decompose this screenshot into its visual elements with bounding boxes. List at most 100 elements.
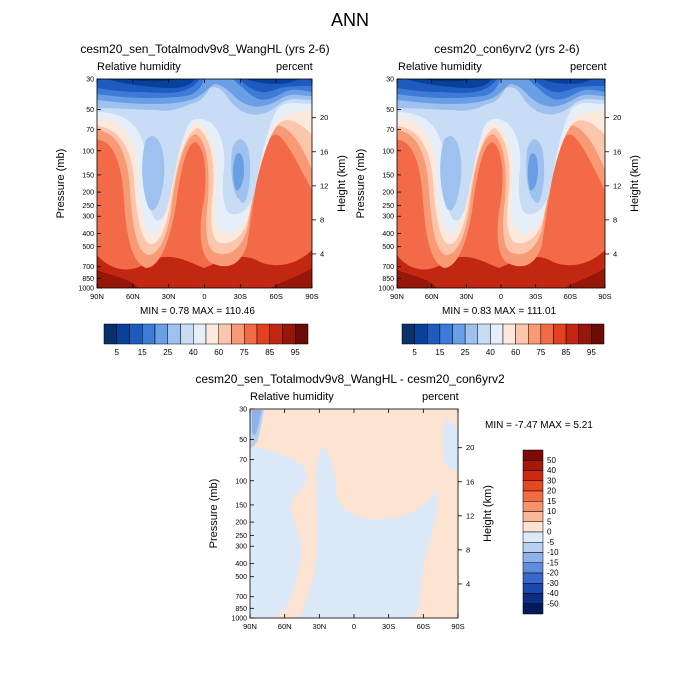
colorbar-swatch (553, 323, 567, 345)
y-tick-label: 400 (382, 231, 394, 238)
x-tick-label: 60N (126, 292, 140, 301)
y2-tick-label: 8 (613, 215, 617, 224)
x-tick-label: 60S (269, 292, 282, 301)
colorbar-swatch (129, 323, 143, 345)
colorbar-swatch (522, 603, 544, 615)
colorbar-swatch (439, 323, 453, 345)
x-tick-label: 60S (564, 292, 577, 301)
x-tick-label: 90N (243, 622, 257, 631)
panel-1-variable-label: Relative humidity (97, 61, 181, 73)
colorbar-label: 15 (435, 348, 444, 357)
colorbar-swatch (522, 511, 544, 522)
y2-tick-label: 12 (466, 511, 474, 520)
x-tick-label: 90S (598, 292, 611, 301)
colorbar-swatch (142, 323, 156, 345)
colorbar-label: 10 (547, 507, 556, 516)
colorbar-swatch (522, 593, 544, 604)
colorbar-label: 75 (536, 348, 545, 357)
colorbar-label: 75 (240, 348, 249, 357)
y2-tick-label: 8 (466, 545, 470, 554)
colorbar-label: -40 (547, 589, 559, 598)
y-tick-label: 850 (235, 606, 247, 613)
y-tick-label: 30 (86, 77, 94, 84)
y-tick-label: 30 (239, 407, 247, 414)
y-tick-label: 300 (82, 214, 94, 221)
y2-tick-label: 4 (466, 579, 470, 588)
y2-tick-label: 20 (320, 113, 328, 122)
colorbar-label: 0 (547, 528, 552, 537)
colorbar-swatch (103, 323, 117, 345)
y2-tick-label: 20 (466, 443, 474, 452)
colorbar-swatch (464, 323, 478, 345)
colorbar-swatch (231, 323, 245, 345)
colorbar-label: 60 (511, 348, 520, 357)
colorbar-label: 50 (547, 456, 556, 465)
panel-1-stats: MIN = 0.78 MAX = 110.46 (140, 306, 255, 317)
x-tick-label: 30S (382, 622, 395, 631)
y-tick-label: 200 (82, 190, 94, 197)
x-tick-label: 90S (451, 622, 464, 631)
x-tick-label: 90S (305, 292, 318, 301)
x-tick-label: 30N (162, 292, 176, 301)
colorbar-swatch (522, 480, 544, 492)
panel-3-title: cesm20_sen_Totalmodv9v8_WangHL - cesm20_… (195, 372, 505, 386)
y-tick-label: 400 (82, 231, 94, 238)
y-tick-label: 700 (382, 264, 394, 271)
colorbar-swatch (282, 323, 296, 345)
y-tick-label: 500 (235, 574, 247, 581)
colorbar-swatch (490, 323, 504, 345)
colorbar-label: -20 (547, 569, 559, 578)
y-tick-label: 50 (239, 437, 247, 444)
colorbar-swatch (401, 323, 415, 345)
colorbar-label: 25 (461, 348, 470, 357)
y-axis-label: Pressure (mb) (208, 479, 220, 549)
y-tick-label: 70 (386, 127, 394, 134)
panel-1-field (97, 79, 312, 288)
y-tick-label: 100 (235, 478, 247, 485)
colorbar-swatch (116, 323, 130, 345)
y2-tick-label: 16 (466, 477, 474, 486)
colorbar-swatch (522, 572, 544, 584)
y-tick-label: 700 (82, 264, 94, 271)
colorbar-label: 85 (562, 348, 571, 357)
colorbar-swatch (522, 583, 544, 594)
colorbar-label: 5 (547, 517, 552, 526)
colorbar-label: 40 (486, 348, 495, 357)
y-tick-label: 250 (82, 203, 94, 210)
colorbar-swatch (180, 323, 194, 345)
colorbar-swatch (522, 552, 544, 563)
y2-tick-label: 8 (320, 215, 324, 224)
colorbar-swatch (522, 460, 544, 471)
colorbar-swatch (452, 323, 466, 345)
colorbar-label: -30 (547, 579, 559, 588)
y-tick-label: 300 (382, 214, 394, 221)
y-axis-label: Pressure (mb) (355, 149, 367, 219)
colorbar-label: -10 (547, 548, 559, 557)
panel-2-title: cesm20_con6yrv2 (yrs 2-6) (434, 42, 580, 56)
y-tick-label: 70 (86, 127, 94, 134)
colorbar-swatch (522, 521, 544, 533)
y-axis-label: Pressure (mb) (55, 149, 67, 219)
colorbar-label: 85 (265, 348, 274, 357)
panel-2-units-label: percent (570, 61, 607, 73)
panel-2-field (397, 79, 605, 288)
y-tick-label: 850 (82, 276, 94, 283)
y-tick-label: 400 (235, 561, 247, 568)
panel-1-title: cesm20_sen_Totalmodv9v8_WangHL (yrs 2-6) (80, 42, 330, 56)
y-tick-label: 300 (235, 544, 247, 551)
x-tick-label: 90N (390, 292, 404, 301)
colorbar-swatch (477, 323, 491, 345)
y2-axis-label: Height (km) (482, 485, 494, 542)
y2-tick-label: 4 (320, 249, 324, 258)
colorbar-label: 15 (547, 497, 556, 506)
x-tick-label: 30N (312, 622, 326, 631)
colorbar-label: 25 (163, 348, 172, 357)
colorbar-label: 5 (115, 348, 120, 357)
y-tick-label: 100 (382, 148, 394, 155)
y-tick-label: 100 (82, 148, 94, 155)
colorbar-swatch (154, 323, 168, 345)
x-tick-label: 30S (529, 292, 542, 301)
y-tick-label: 850 (382, 276, 394, 283)
y2-axis-label: Height (km) (629, 155, 641, 212)
